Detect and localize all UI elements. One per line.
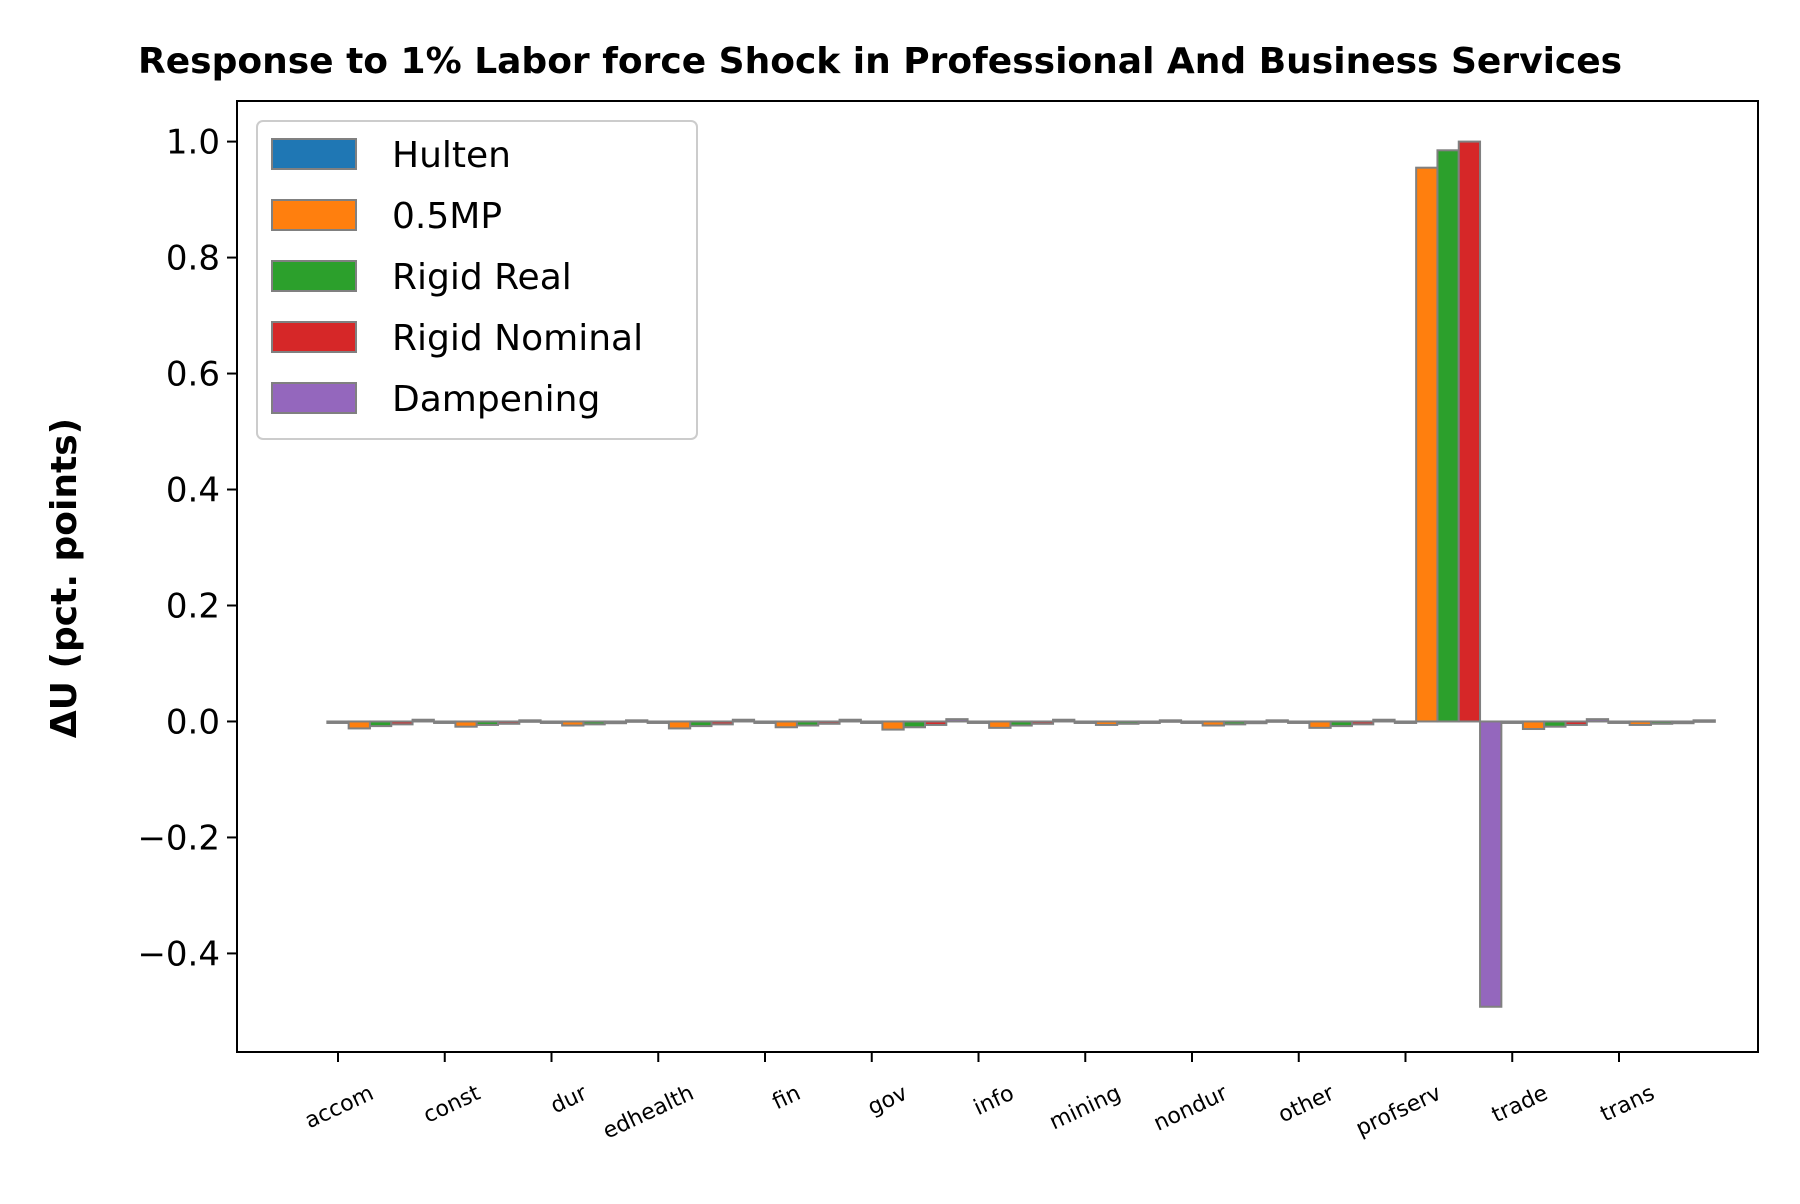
legend-swatch (271, 260, 357, 292)
bar-rigid-real-trade (1543, 720, 1567, 728)
bar-hulten-edhealth (646, 720, 670, 724)
bar-rigid-real-trans (1649, 720, 1674, 725)
bar-dampening-edhealth (731, 718, 756, 723)
bar-dampening-const (518, 719, 542, 723)
bar-0-5mp-trade (1521, 720, 1546, 731)
bar-dampening-gov (945, 718, 969, 723)
bar-dampening-trade (1585, 718, 1610, 723)
bar-dampening-accom (411, 718, 435, 723)
bar-rigid-nominal-trade (1564, 720, 1588, 726)
y-tick-label: 0.4 (166, 471, 220, 511)
y-axis-label: ΔU (pct. points) (44, 418, 85, 738)
bar-0-5mp-accom (347, 720, 371, 730)
bar-rigid-nominal-profserv (1457, 140, 1482, 723)
legend-swatch (271, 382, 357, 414)
bar-hulten-accom (326, 720, 350, 724)
legend-label: Rigid Real (392, 257, 572, 298)
bar-hulten-info (966, 720, 991, 724)
legend-swatch (271, 199, 357, 231)
legend-label: Hulten (392, 135, 511, 176)
bar-hulten-const (433, 720, 457, 724)
chart-title: Response to 1% Labor force Shock in Prof… (138, 41, 1622, 82)
bar-0-5mp-nondur (1201, 720, 1225, 727)
bar-dampening-dur (625, 719, 649, 723)
bar-rigid-real-mining (1116, 720, 1140, 725)
y-tick-label: 0.0 (166, 702, 220, 742)
bar-0-5mp-const (454, 720, 478, 728)
legend-swatch (271, 138, 357, 170)
bar-dampening-trans (1692, 719, 1716, 723)
bar-rigid-real-fin (795, 720, 820, 727)
bar-hulten-fin (753, 720, 777, 724)
y-tick-label: −0.2 (137, 818, 220, 858)
bar-rigid-nominal-trans (1671, 720, 1695, 725)
bar-0-5mp-dur (561, 720, 585, 727)
bar-hulten-gov (860, 720, 884, 724)
legend-swatch (271, 321, 357, 353)
bar-dampening-mining (1158, 719, 1183, 723)
bar-0-5mp-mining (1094, 720, 1119, 726)
bar-hulten-trans (1607, 720, 1631, 724)
bar-rigid-real-const (475, 720, 500, 726)
legend-box (256, 120, 698, 440)
bar-dampening-other (1372, 718, 1396, 723)
bar-dampening-profserv (1479, 720, 1503, 1008)
bar-rigid-real-info (1009, 720, 1033, 727)
bar-rigid-real-dur (582, 720, 606, 726)
bar-rigid-nominal-const (497, 720, 521, 725)
bar-rigid-nominal-info (1030, 720, 1055, 725)
bar-0-5mp-edhealth (667, 720, 692, 730)
legend-label: Dampening (392, 379, 600, 420)
bar-rigid-nominal-accom (390, 720, 414, 726)
bar-rigid-nominal-edhealth (710, 720, 734, 726)
y-tick-label: 0.8 (166, 239, 220, 279)
bar-hulten-trade (1500, 720, 1524, 724)
bar-rigid-nominal-nondur (1244, 720, 1268, 725)
y-tick-label: 0.2 (166, 586, 220, 626)
bar-0-5mp-fin (774, 720, 798, 729)
legend-label: 0.5MP (392, 196, 502, 237)
y-tick-label: −0.4 (137, 934, 220, 974)
bar-0-5mp-other (1308, 720, 1332, 729)
bar-dampening-fin (838, 718, 862, 723)
bar-rigid-nominal-other (1351, 720, 1375, 726)
bar-dampening-nondur (1265, 719, 1289, 723)
legend: Hulten 0.5MP Rigid Real Rigid Nominal Dampen… (256, 120, 698, 440)
bar-hulten-profserv (1393, 720, 1418, 724)
bar-hulten-dur (539, 720, 564, 724)
bar-rigid-real-other (1329, 720, 1353, 728)
bar-0-5mp-gov (881, 720, 905, 731)
y-tick-label: 0.6 (166, 355, 220, 395)
bar-0-5mp-profserv (1415, 166, 1439, 723)
bar-hulten-other (1287, 720, 1311, 724)
plot-frame (236, 100, 1759, 1053)
bar-rigid-real-gov (902, 720, 927, 729)
bar-rigid-nominal-dur (603, 720, 628, 725)
bar-rigid-real-nondur (1222, 720, 1247, 726)
bar-0-5mp-info (988, 720, 1012, 729)
bar-0-5mp-trans (1628, 720, 1652, 726)
bar-hulten-nondur (1180, 720, 1204, 724)
y-tick-label: 1.0 (166, 123, 220, 163)
legend-label: Rigid Nominal (392, 318, 643, 359)
bar-rigid-real-accom (368, 720, 393, 728)
bar-dampening-info (1052, 718, 1076, 723)
bar-rigid-nominal-mining (1137, 720, 1161, 724)
bar-rigid-real-edhealth (689, 720, 713, 728)
bar-rigid-real-profserv (1436, 149, 1460, 723)
bar-hulten-mining (1073, 720, 1097, 724)
bar-rigid-nominal-fin (817, 720, 841, 725)
bar-rigid-nominal-gov (924, 720, 948, 726)
